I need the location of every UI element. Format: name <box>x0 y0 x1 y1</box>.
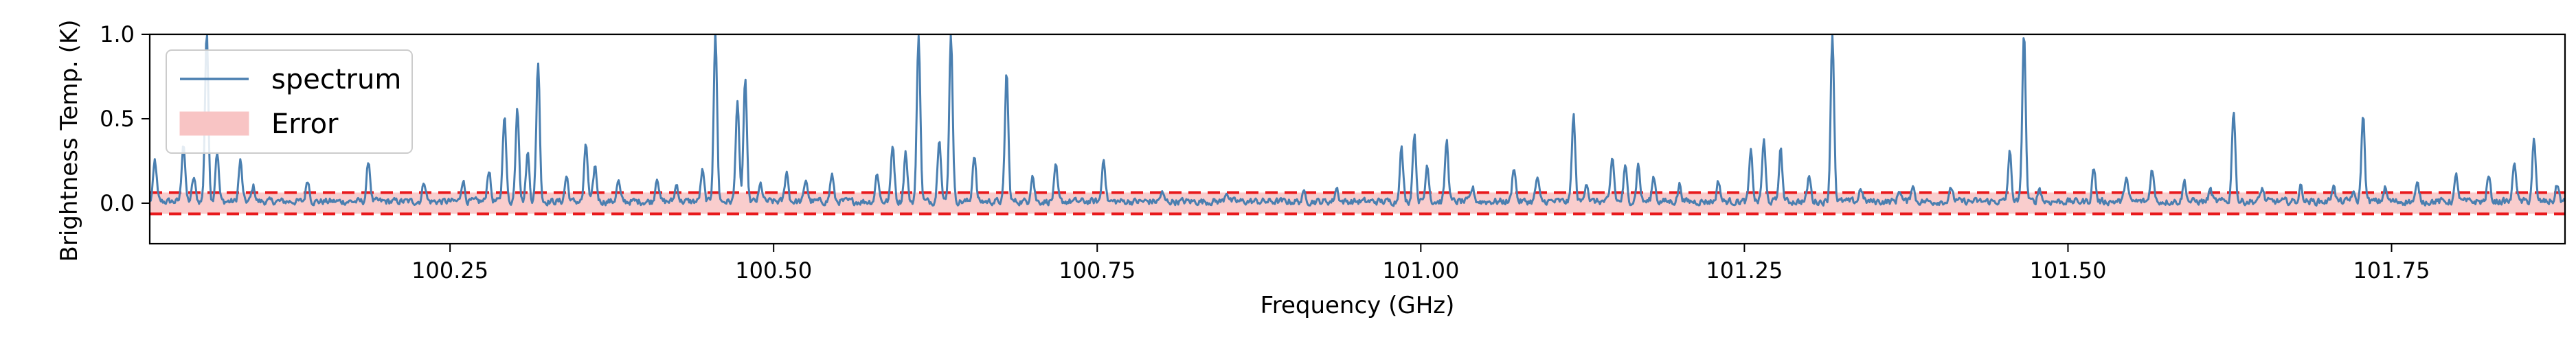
x-tick-label: 100.25 <box>411 257 488 284</box>
legend: spectrum Error <box>166 49 413 154</box>
x-axis-label: Frequency (GHz) <box>1261 292 1455 319</box>
y-tick-label: 0.5 <box>100 106 135 132</box>
plot-area <box>150 34 2565 216</box>
plot-frame <box>148 33 2566 245</box>
spectrum-line <box>150 34 2565 207</box>
y-axis: 0.0 0.5 1.0 <box>100 21 150 216</box>
x-tick-label: 101.25 <box>1706 257 1783 284</box>
x-tick-label: 101.50 <box>2029 257 2106 284</box>
legend-error-swatch <box>179 111 249 136</box>
y-tick-label: 1.0 <box>100 21 135 47</box>
x-tick-label: 100.50 <box>735 257 812 284</box>
x-axis: 100.25 100.50 100.75 101.00 101.25 101.50 101.… <box>411 244 2430 284</box>
x-tick-label: 101.75 <box>2353 257 2430 284</box>
y-tick-label: 0.0 <box>100 190 135 216</box>
legend-error-label: Error <box>271 108 339 140</box>
x-tick-label: 100.75 <box>1059 257 1136 284</box>
y-axis-label: Brightness Temp. (K) <box>56 20 83 262</box>
legend-spectrum-label: spectrum <box>271 64 401 95</box>
x-tick-label: 101.00 <box>1382 257 1459 284</box>
